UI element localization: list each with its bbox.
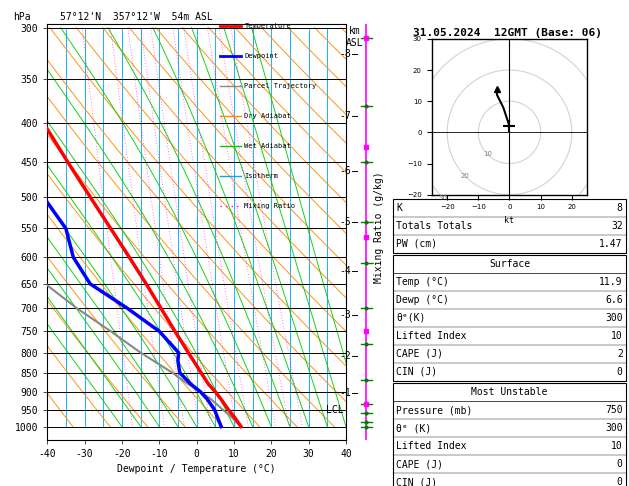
Text: Parcel Trajectory: Parcel Trajectory <box>244 83 316 89</box>
Text: 10: 10 <box>611 331 623 341</box>
Text: hPa: hPa <box>13 12 30 22</box>
X-axis label: Dewpoint / Temperature (°C): Dewpoint / Temperature (°C) <box>117 465 276 474</box>
Text: CIN (J): CIN (J) <box>396 477 437 486</box>
Text: Isotherm: Isotherm <box>244 173 279 179</box>
Text: Lifted Index: Lifted Index <box>396 441 467 451</box>
Text: Totals Totals: Totals Totals <box>396 221 472 230</box>
Text: θᵉ (K): θᵉ (K) <box>396 423 431 433</box>
Text: Temperature: Temperature <box>244 23 291 29</box>
Text: -8: -8 <box>339 49 351 59</box>
Text: 300: 300 <box>605 423 623 433</box>
Text: Lifted Index: Lifted Index <box>396 331 467 341</box>
Text: Surface: Surface <box>489 259 530 269</box>
Text: -7: -7 <box>339 111 351 121</box>
Text: Pressure (mb): Pressure (mb) <box>396 405 472 415</box>
Text: -2: -2 <box>339 351 351 361</box>
Text: km
ASL: km ASL <box>345 26 363 48</box>
Text: 750: 750 <box>605 405 623 415</box>
Text: θᵉ(K): θᵉ(K) <box>396 313 426 323</box>
Text: Temp (°C): Temp (°C) <box>396 277 449 287</box>
Text: CAPE (J): CAPE (J) <box>396 349 443 359</box>
Text: 31.05.2024  12GMT (Base: 06): 31.05.2024 12GMT (Base: 06) <box>413 29 603 38</box>
Text: 0: 0 <box>617 477 623 486</box>
Text: 30: 30 <box>439 195 448 202</box>
Text: -3: -3 <box>339 311 351 320</box>
Text: Wet Adiabat: Wet Adiabat <box>244 143 291 149</box>
Text: -1: -1 <box>339 388 351 399</box>
Text: 57°12'N  357°12'W  54m ASL: 57°12'N 357°12'W 54m ASL <box>60 12 213 22</box>
Text: 6.6: 6.6 <box>605 295 623 305</box>
Text: PW (cm): PW (cm) <box>396 239 437 248</box>
Text: CIN (J): CIN (J) <box>396 367 437 377</box>
Text: CAPE (J): CAPE (J) <box>396 459 443 469</box>
Text: Mixing Ratio: Mixing Ratio <box>244 203 296 209</box>
Text: 10: 10 <box>611 441 623 451</box>
Text: Most Unstable: Most Unstable <box>471 387 548 397</box>
Text: 8: 8 <box>617 203 623 212</box>
Text: 300: 300 <box>605 313 623 323</box>
Text: Dewp (°C): Dewp (°C) <box>396 295 449 305</box>
Text: 20: 20 <box>461 174 470 179</box>
Text: 1.47: 1.47 <box>599 239 623 248</box>
Text: 0: 0 <box>617 367 623 377</box>
Text: -6: -6 <box>339 166 351 176</box>
Text: Dry Adiabat: Dry Adiabat <box>244 113 291 119</box>
Text: 11.9: 11.9 <box>599 277 623 287</box>
Text: 0: 0 <box>617 459 623 469</box>
Text: Dewpoint: Dewpoint <box>244 53 279 59</box>
X-axis label: kt: kt <box>504 216 515 225</box>
Text: -5: -5 <box>339 217 351 227</box>
Text: 32: 32 <box>611 221 623 230</box>
Text: LCL: LCL <box>326 405 344 415</box>
Text: 10: 10 <box>483 151 492 157</box>
Text: 2: 2 <box>617 349 623 359</box>
Text: -4: -4 <box>339 266 351 276</box>
Text: K: K <box>396 203 402 212</box>
Text: Mixing Ratio (g/kg): Mixing Ratio (g/kg) <box>374 171 384 283</box>
